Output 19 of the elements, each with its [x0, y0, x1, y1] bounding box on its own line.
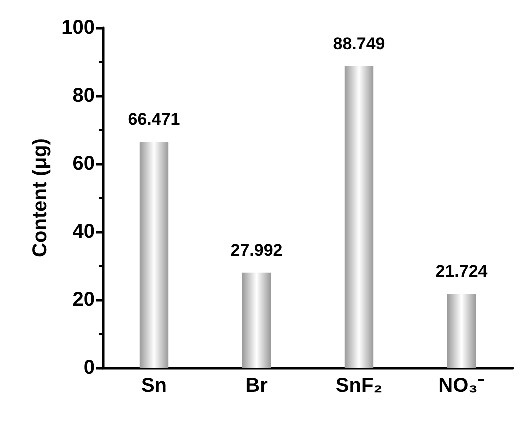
y-tick-label: 100	[62, 17, 95, 39]
y-tick-label: 60	[72, 153, 95, 175]
y-tick-label: 20	[72, 289, 95, 311]
y-tick-label: 0	[84, 357, 95, 379]
data-label: 21.724	[436, 262, 488, 282]
y-tick-label: 40	[72, 221, 95, 243]
y-tick-label: 80	[72, 85, 95, 107]
data-label: 27.992	[230, 240, 283, 260]
bar	[344, 66, 374, 368]
x-tick-label: SnF₂	[336, 375, 383, 397]
data-label: 66.471	[128, 110, 180, 129]
bar	[242, 272, 272, 368]
bar	[447, 294, 476, 368]
x-tick-label: Sn	[141, 375, 168, 397]
data-label: 88.749	[333, 34, 386, 54]
x-tick-label: Br	[246, 375, 268, 397]
bar	[140, 142, 169, 368]
y-axis-title: Content (μg)	[30, 138, 52, 258]
x-tick-label: NO₃⁻	[438, 375, 485, 397]
